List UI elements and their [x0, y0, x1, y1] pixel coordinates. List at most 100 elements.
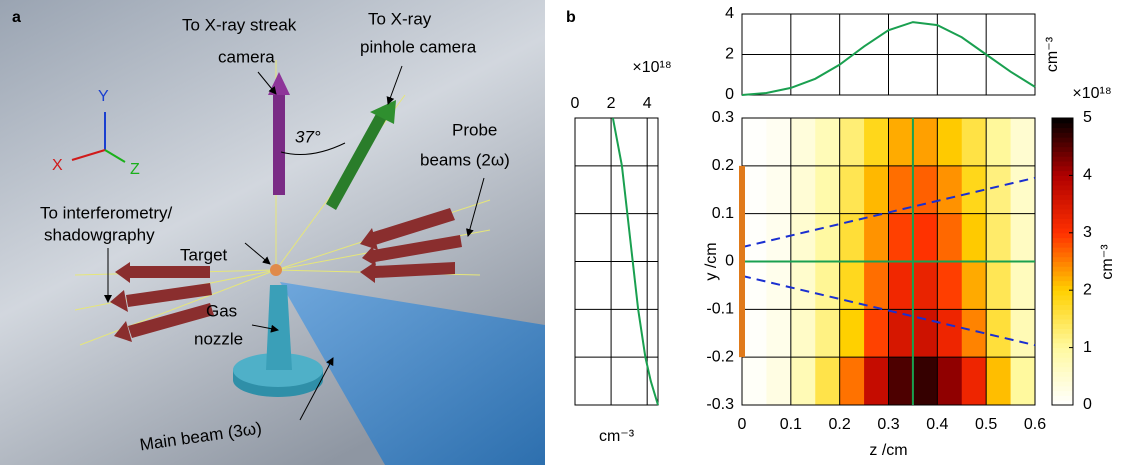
colorbar-step — [1052, 127, 1073, 133]
colorbar-step — [1052, 170, 1073, 176]
heatmap-cell — [815, 165, 841, 215]
x-tick-label: 0 — [571, 95, 580, 112]
heatmap-cell — [888, 309, 914, 358]
heatmap-cell — [815, 118, 841, 167]
x-tick-label: 2 — [607, 95, 616, 112]
panel-label: a — [12, 9, 21, 26]
x-tick-label: 0.2 — [829, 416, 851, 433]
colorbar-step — [1052, 309, 1073, 315]
heatmap-cell — [961, 261, 987, 310]
colorbar-step — [1052, 118, 1073, 124]
x-tick-label: 0.6 — [1024, 416, 1046, 433]
heatmap-cell — [742, 309, 767, 358]
colorbar-tick-label: 2 — [1083, 281, 1092, 298]
heatmap-cell — [742, 165, 767, 215]
annotation: Target — [180, 245, 228, 264]
annotation: Probe — [452, 120, 497, 139]
heatmap-cell — [742, 357, 767, 406]
heatmap-cell — [839, 118, 865, 167]
heatmap-cell — [912, 357, 938, 406]
red-arrows — [110, 208, 462, 342]
annotation: To X-ray — [368, 9, 432, 28]
heatmap-cell — [986, 118, 1012, 167]
heatmap-cell — [790, 165, 816, 215]
heatmap-cell — [766, 357, 792, 406]
heatmap-cell — [742, 118, 767, 167]
colorbar-tick-label: 5 — [1083, 109, 1092, 126]
y-tick-label: 0 — [725, 253, 734, 270]
heatmap-cell — [937, 357, 963, 406]
colorbar-step — [1052, 352, 1073, 358]
colorbar-step — [1052, 342, 1073, 349]
colorbar-step — [1052, 266, 1073, 272]
heatmap-cell — [766, 118, 792, 167]
heatmap-cell — [986, 309, 1012, 358]
y-tick-label: -0.2 — [706, 348, 734, 365]
heatmap-cell — [815, 357, 841, 406]
heatmap-cell — [888, 165, 914, 215]
colorbar-exponent: ×10¹⁸ — [1072, 85, 1111, 102]
colorbar-step — [1052, 247, 1073, 253]
x-axis-label: cm⁻³ — [599, 428, 635, 445]
annotation: 37° — [295, 127, 321, 146]
heatmap-cell — [864, 309, 889, 358]
colorbar-label: cm⁻³ — [1099, 244, 1116, 280]
colorbar-step — [1052, 194, 1073, 200]
y-tick-label: 0 — [725, 86, 734, 103]
heatmap-cell — [888, 357, 914, 406]
heatmap-cell — [961, 213, 987, 262]
guide-line — [741, 274, 1036, 347]
colorbar-step — [1052, 381, 1073, 387]
colorbar-step — [1052, 366, 1073, 373]
data-line — [611, 117, 659, 406]
colorbar-step — [1052, 223, 1073, 229]
colorbar-step — [1052, 146, 1073, 152]
heatmap-cell — [864, 165, 889, 215]
colorbar-step — [1052, 218, 1073, 224]
y-tick-label: 0.1 — [712, 205, 734, 222]
colorbar-step — [1052, 333, 1073, 339]
colorbar-step — [1052, 156, 1073, 162]
colorbar-step — [1052, 318, 1073, 325]
y-tick-label: 0.2 — [712, 157, 734, 174]
heatmap-cell — [986, 165, 1012, 215]
angle-arc — [280, 142, 346, 156]
heatmap-cell — [1010, 118, 1036, 167]
colorbar-frame — [1051, 117, 1074, 406]
heatmap-cell — [912, 165, 938, 215]
colorbar-tick-label: 0 — [1083, 396, 1092, 413]
target-sphere — [270, 264, 282, 276]
exponent-label: ×10¹⁸ — [632, 59, 671, 76]
heatmap-cell — [1010, 213, 1036, 262]
colorbar-step — [1052, 357, 1073, 363]
heatmap-cell — [1010, 261, 1036, 310]
annotation: shadowgraphy — [44, 225, 155, 244]
heatmap-cell — [961, 118, 987, 167]
colorbar-step — [1052, 280, 1073, 286]
heatmap-cell — [888, 261, 914, 310]
heatmap-cell — [839, 165, 865, 215]
heatmap-cell — [790, 118, 816, 167]
y-tick-label: 4 — [725, 5, 734, 22]
heatmap-cell — [1010, 309, 1036, 358]
heatmap-cell — [839, 309, 865, 358]
annotation: nozzle — [194, 329, 243, 348]
colorbar-step — [1052, 199, 1073, 205]
heatmap-cell — [790, 357, 816, 406]
colorbar-step — [1052, 271, 1073, 277]
colorbar-step — [1052, 141, 1073, 148]
heatmap-cell — [937, 261, 963, 310]
panel-a: a To X-ray streak camera To X-ray pinhol… — [0, 0, 545, 465]
heatmap-cell — [986, 261, 1012, 310]
annotation: To X-ray streak — [182, 15, 297, 34]
colorbar-step — [1052, 184, 1073, 191]
annotation: To interferometry/ — [40, 203, 173, 222]
heatmap-cell — [815, 309, 841, 358]
annotation: beams (2ω) — [420, 150, 510, 169]
colorbar-step — [1052, 290, 1073, 296]
colorbar-step — [1052, 122, 1073, 129]
colorbar-step — [1052, 314, 1073, 320]
heatmap-cell — [937, 309, 963, 358]
heatmap-cell — [864, 357, 889, 406]
colorbar-step — [1052, 361, 1073, 368]
